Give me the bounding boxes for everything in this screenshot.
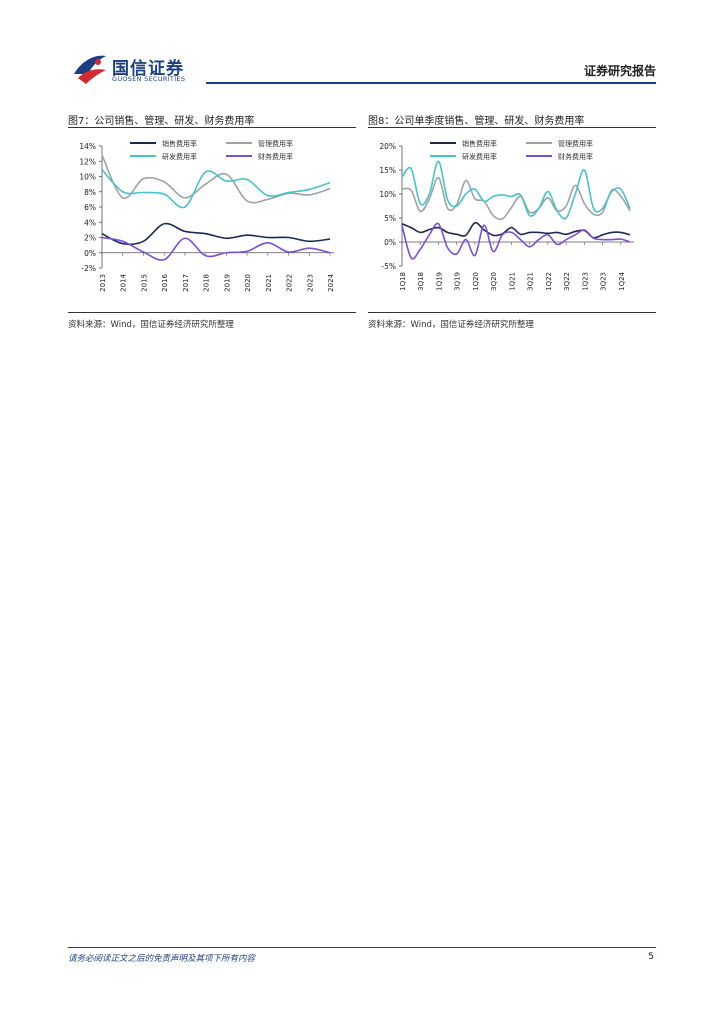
logo-chinese-name: 国信证券	[112, 59, 184, 79]
figure-7-top-rule	[68, 127, 356, 128]
x-tick-label: 2024	[327, 273, 335, 291]
legend-label: 管理费用率	[558, 139, 593, 148]
figure-8-title: 图8：公司单季度销售、管理、研发、财务费用率	[368, 116, 585, 127]
x-tick-label: 2023	[306, 274, 314, 292]
legend-label: 财务费用率	[558, 152, 593, 161]
y-tick-label: 20%	[379, 142, 396, 151]
x-tick-label: 2015	[140, 274, 148, 292]
x-tick-label: 2019	[223, 274, 231, 292]
figure-8-source: 资料来源：Wind，国信证券经济研究所整理	[368, 320, 534, 330]
company-logo: 国信证券 GUOSEN SECURITIES	[72, 52, 202, 86]
x-tick-label: 3Q23	[600, 272, 608, 291]
series-line-1	[101, 222, 331, 246]
x-tick-label: 3Q19	[454, 272, 462, 291]
x-tick-label: 3Q21	[527, 272, 535, 291]
x-tick-label: 3Q22	[563, 272, 571, 291]
y-tick-label: 6%	[84, 203, 96, 212]
footer-disclaimer: 请务必阅读正文之后的免责声明及其项下所有内容	[68, 954, 256, 964]
figure-7-chart: -2% 0% 2% 4% 6% 8% 10% 12% 14% 2013 2014 2015 2016 20…	[79, 139, 335, 292]
series-line-2	[401, 176, 631, 221]
figure-7-title: 图7：公司销售、管理、研发、财务费用率	[68, 116, 255, 127]
series-line-3	[101, 169, 331, 209]
x-tick-label: 2018	[203, 274, 211, 292]
report-type: 证券研究报告	[583, 64, 656, 78]
figure-8-bottom-rule	[368, 312, 656, 313]
figure-8-chart: -5% 0% 5% 10% 15% 20% 1Q18 3Q18 1Q19 3Q19 1Q20 3Q20…	[379, 139, 634, 291]
x-tick-label: 3Q20	[490, 272, 498, 291]
footer-divider	[68, 947, 656, 948]
x-tick-label: 1Q21	[508, 272, 516, 291]
x-tick-label: 2016	[161, 273, 169, 291]
header-divider	[206, 82, 656, 84]
y-tick-label: 14%	[79, 142, 96, 151]
legend-label: 研发费用率	[462, 152, 497, 161]
legend-label: 销售费用率	[462, 139, 497, 148]
x-tick-label: 1Q24	[618, 271, 626, 290]
series-line-3	[401, 160, 631, 220]
y-tick-label: 0%	[84, 249, 96, 258]
x-tick-label: 1Q19	[435, 272, 443, 291]
y-tick-label: 2%	[84, 234, 96, 243]
y-tick-label: 12%	[79, 157, 96, 166]
series-line-4	[101, 236, 331, 261]
logo-mark-icon	[74, 55, 106, 84]
x-tick-label: 2014	[120, 273, 128, 291]
series-line-2	[101, 154, 331, 204]
page-number: 5	[648, 952, 654, 962]
figure-8-top-rule	[368, 127, 656, 128]
y-tick-label: 0%	[384, 238, 396, 247]
x-tick-label: 3Q18	[417, 272, 425, 291]
y-tick-label: -2%	[81, 264, 96, 273]
legend-label: 研发费用率	[162, 152, 197, 161]
x-tick-label: 2022	[286, 274, 294, 292]
x-tick-label: 2020	[244, 274, 252, 292]
x-tick-label: 1Q20	[472, 272, 480, 291]
x-tick-label: 1Q22	[545, 272, 553, 291]
x-tick-label: 2021	[265, 274, 273, 292]
y-tick-label: -5%	[381, 262, 396, 271]
logo-english-name: GUOSEN SECURITIES	[112, 75, 186, 83]
legend-label: 销售费用率	[162, 139, 197, 148]
x-tick-label: 2013	[99, 274, 107, 292]
y-tick-label: 8%	[84, 188, 96, 197]
x-tick-label: 1Q23	[581, 272, 589, 291]
figure-7-bottom-rule	[68, 312, 356, 313]
x-tick-label: 2017	[182, 274, 190, 292]
y-tick-label: 5%	[384, 214, 396, 223]
y-tick-label: 4%	[84, 218, 96, 227]
x-tick-label: 1Q18	[399, 272, 407, 291]
figure-7-source: 资料来源：Wind，国信证券经济研究所整理	[68, 320, 234, 330]
y-tick-label: 10%	[79, 173, 96, 182]
legend-label: 财务费用率	[258, 152, 293, 161]
y-tick-label: 10%	[379, 190, 396, 199]
legend-label: 管理费用率	[258, 139, 293, 148]
y-tick-label: 15%	[379, 166, 396, 175]
series-line-4	[401, 222, 631, 260]
